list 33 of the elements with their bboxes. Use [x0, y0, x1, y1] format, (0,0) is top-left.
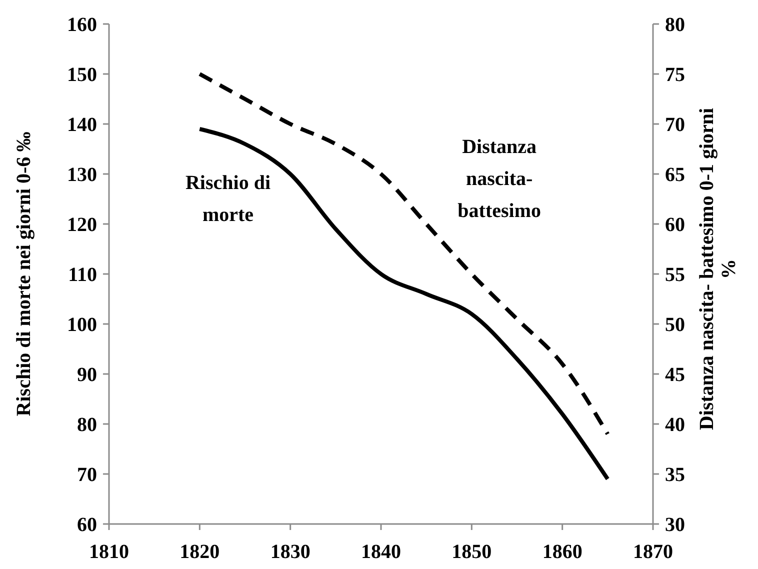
y-tick-label: 60: [77, 514, 97, 536]
y2-tick-label: 50: [665, 314, 685, 336]
y-tick-label: 160: [67, 14, 97, 36]
x-tick-label: 1870: [633, 541, 673, 563]
y-tick-label: 150: [67, 64, 97, 86]
y2-tick-label: 35: [665, 464, 685, 486]
y2-tick-label: 60: [665, 214, 685, 236]
series-label: Distanza nascita-battesimo: [458, 136, 541, 222]
y2-tick-label: 65: [665, 164, 685, 186]
y-tick-label: 120: [67, 214, 97, 236]
y2-tick-label: 30: [665, 514, 685, 536]
y-tick-label: 100: [67, 314, 97, 336]
y2-tick-label: 70: [665, 114, 685, 136]
y-tick-label: 90: [77, 364, 97, 386]
x-tick-label: 1810: [89, 541, 129, 563]
y2-tick-label: 45: [665, 364, 685, 386]
x-tick-label: 1840: [361, 541, 401, 563]
y2-axis-title: Distanza nascita- battesimo 0-1 giorni %: [696, 107, 740, 430]
x-tick-label: 1830: [270, 541, 310, 563]
y-tick-label: 70: [77, 464, 97, 486]
y-axis-title: Rischio di morte nei giorni 0-6 ‰: [13, 132, 35, 416]
x-tick-label: 1850: [452, 541, 492, 563]
y2-tick-label: 40: [665, 414, 685, 436]
y-tick-label: 80: [77, 414, 97, 436]
y-tick-label: 130: [67, 164, 97, 186]
x-tick-label: 1860: [542, 541, 582, 563]
y-tick-label: 140: [67, 114, 97, 136]
y-tick-label: 110: [68, 264, 97, 286]
y2-tick-label: 55: [665, 264, 685, 286]
y2-tick-label: 75: [665, 64, 685, 86]
y2-tick-label: 80: [665, 14, 685, 36]
x-tick-label: 1820: [180, 541, 220, 563]
series-label: Rischio di morte: [185, 172, 271, 226]
